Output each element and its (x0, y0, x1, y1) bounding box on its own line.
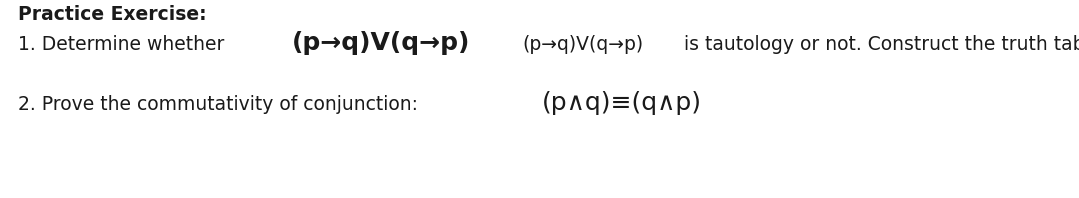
Text: (p→q)V(q→p): (p→q)V(q→p) (522, 35, 643, 54)
Text: 2. Prove the commutativity of conjunction:: 2. Prove the commutativity of conjunctio… (18, 95, 424, 114)
Text: (p∧q)≡(q∧p): (p∧q)≡(q∧p) (542, 91, 701, 115)
Text: 1. Determine whether: 1. Determine whether (18, 35, 231, 54)
Text: is tautology or not. Construct the truth table.: is tautology or not. Construct the truth… (679, 35, 1079, 54)
Text: (p→q)V(q→p): (p→q)V(q→p) (292, 31, 470, 55)
Text: Practice Exercise:: Practice Exercise: (18, 5, 206, 24)
